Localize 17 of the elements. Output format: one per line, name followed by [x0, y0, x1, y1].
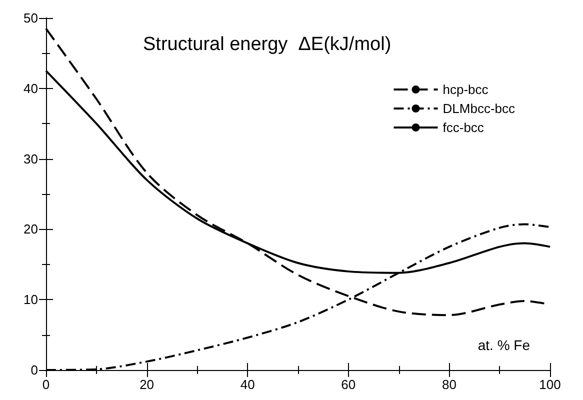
x-tick-label: 40 [240, 377, 255, 392]
x-tick-label: 80 [442, 377, 456, 392]
text: Structural energy ΔE(kJ/mol) [143, 34, 392, 55]
x-tick-label: 60 [341, 377, 356, 392]
legend-label: hcp-bcc [442, 82, 489, 97]
y-tick-label: 20 [24, 222, 38, 237]
x-tick-label: 100 [539, 377, 561, 392]
x-tick-label: 0 [42, 377, 50, 392]
y-tick-label: 40 [24, 80, 38, 96]
y-tick-label: 30 [24, 151, 38, 166]
y-tick-label: 50 [24, 10, 38, 26]
y-tick-label: 10 [24, 292, 38, 308]
x-axis-title: at. % Fe [478, 337, 530, 353]
y-tick-label: 0 [30, 362, 38, 378]
legend-label: DLMbcc-bcc [442, 101, 516, 116]
x-tick-label: 20 [140, 377, 154, 392]
legend-label: fcc-bcc [442, 120, 484, 135]
